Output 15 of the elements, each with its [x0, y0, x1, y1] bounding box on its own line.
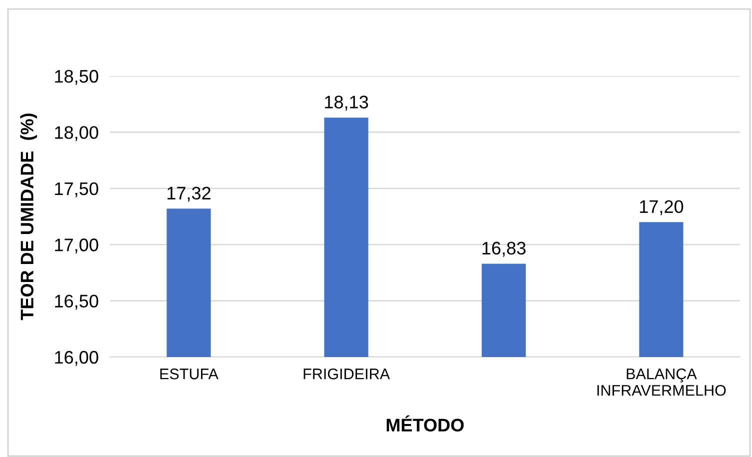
x-tick-label: BALANÇA INFRAVERMELHO [597, 368, 726, 396]
y-tick-label: 17,50 [55, 182, 98, 198]
y-tick-label: 18,50 [55, 70, 98, 85]
data-label: 16,83 [482, 242, 526, 257]
data-label: 18,13 [325, 96, 368, 111]
x-tick-label: FRIGIDEIRA [304, 368, 390, 380]
y-tick-label: 17,00 [55, 238, 98, 254]
data-label: 17,20 [640, 200, 684, 216]
y-axis-title: TEOR DE UMIDADE (%) [20, 114, 38, 320]
y-tick-label: 18,00 [55, 126, 98, 142]
data-label: 17,32 [168, 186, 210, 202]
y-tick-label: 16,00 [55, 350, 98, 366]
y-tick-label: 16,50 [55, 294, 98, 310]
x-axis-title: MÉTODO [386, 415, 464, 432]
x-tick-label: ESTUFA [160, 368, 218, 380]
